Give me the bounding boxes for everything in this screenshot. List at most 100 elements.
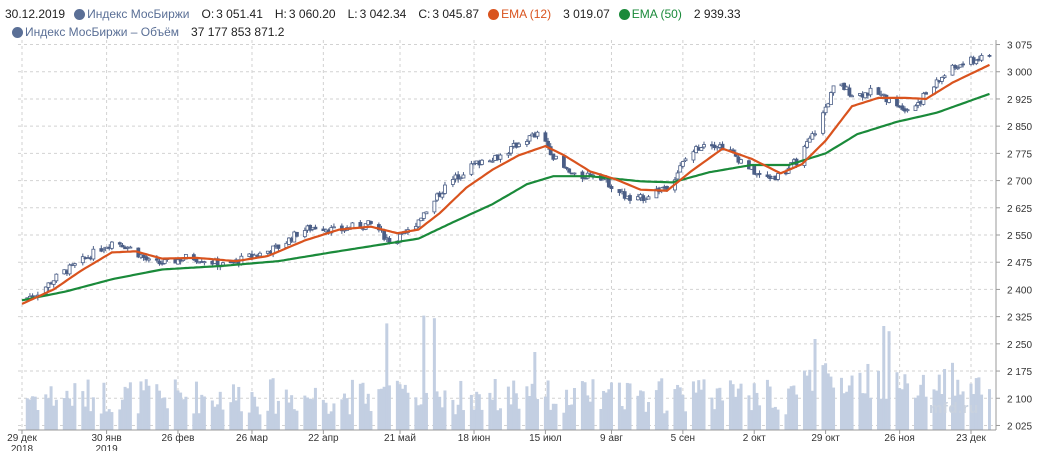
candle-body: [543, 132, 548, 142]
volume-bar: [572, 388, 576, 430]
volume-bar: [802, 370, 806, 430]
volume-bar: [147, 385, 151, 430]
candle-body: [117, 242, 122, 245]
y-axis: 3 075 3 000 2 925 2 850 2 775 2 700 2 625 2 550…: [996, 41, 1032, 432]
legend-ema50-name: EMA (50): [631, 7, 682, 21]
volume-bar: [839, 377, 843, 430]
volume-bar: [900, 389, 904, 430]
volume-bar: [229, 402, 233, 430]
x-tick-label: 26 мар: [236, 433, 268, 444]
volume-bar: [33, 396, 37, 430]
volume-bar: [937, 374, 941, 430]
volume-bar: [120, 399, 124, 430]
volume-bar: [863, 393, 867, 430]
x-tick-label: 15 июл: [529, 433, 562, 444]
volume-bar: [530, 383, 534, 430]
volume-bar: [691, 381, 695, 430]
volume-bar: [940, 394, 944, 430]
volume-bar: [943, 368, 947, 430]
volume-bar: [290, 395, 294, 430]
volume-bar: [491, 399, 495, 430]
volume-bar: [570, 404, 574, 430]
volume-bar: [380, 388, 384, 430]
volume-bar: [602, 390, 606, 430]
volume-bar: [364, 403, 368, 430]
ohlc-legend: 30.12.2019 Индекс МосБиржи O: 3 051.41 H…: [0, 5, 743, 23]
volume-bar: [509, 404, 513, 430]
volume-bar: [456, 404, 460, 430]
volume-bar: [165, 408, 169, 430]
candle-body: [807, 137, 812, 143]
volume-bar: [250, 392, 254, 430]
volume-bar: [591, 379, 595, 430]
x-tick-label: 29 окт: [811, 433, 840, 444]
candle-body: [702, 144, 706, 148]
volume-bar: [459, 380, 463, 430]
candle-body: [509, 146, 513, 154]
volume-bar: [419, 404, 423, 430]
candle-body: [67, 264, 72, 275]
volume-bar: [662, 413, 666, 430]
volume-bar: [887, 331, 891, 430]
volume-bar: [580, 381, 584, 430]
y-tick-label: 2 325: [1007, 313, 1032, 324]
volume-bar: [31, 396, 35, 430]
volume-bar: [935, 390, 939, 430]
candle-body: [847, 87, 852, 96]
candle-body: [313, 226, 318, 230]
volume-bar: [758, 405, 762, 430]
volume-bar: [472, 409, 476, 430]
volume-bar: [533, 352, 537, 430]
volume-bar: [866, 363, 870, 430]
volume-bar: [921, 374, 925, 430]
volume-bar: [599, 408, 603, 430]
y-tick-label: 2 400: [1007, 285, 1032, 296]
ema50-dot-icon: [618, 8, 630, 20]
volume-bar: [562, 412, 566, 430]
candle-body: [258, 252, 262, 257]
volume-bar: [369, 411, 373, 430]
candle-body: [157, 260, 162, 265]
candle-body: [828, 92, 833, 106]
legend-instrument-name: Индекс МосБиржи: [87, 7, 190, 21]
volume-bar: [417, 405, 421, 430]
candle-body: [54, 273, 59, 282]
volume-bar: [525, 386, 529, 430]
volume-bar: [718, 387, 722, 430]
volume-bar: [377, 389, 381, 430]
legend-ema12-name: EMA (12): [501, 7, 552, 21]
volume-bar: [876, 370, 880, 430]
y-tick-label: 2 925: [1007, 95, 1032, 106]
candle-body: [842, 82, 847, 90]
volume-bar: [247, 412, 251, 430]
volume-bar: [385, 323, 389, 430]
candle-body: [850, 95, 854, 98]
volume-bar: [681, 394, 685, 430]
volume-bar: [551, 403, 555, 430]
volume-bar: [784, 414, 788, 430]
volume-bar: [81, 391, 85, 430]
x-tick-label: 29 дек: [7, 433, 37, 444]
volume-bar: [83, 406, 87, 430]
volume-bar: [52, 405, 56, 430]
candle-body: [548, 146, 553, 156]
volume-bar: [181, 399, 185, 430]
volume-bar: [86, 379, 90, 430]
candle-body: [480, 159, 484, 165]
candle-body: [805, 141, 810, 148]
legend-low-value: 3 042.34: [359, 7, 407, 21]
candle-body: [924, 92, 928, 95]
volume-bar: [414, 397, 418, 430]
volume-bar: [237, 386, 241, 430]
volume-bar: [287, 402, 291, 430]
candle-body: [506, 153, 511, 156]
volume-bar: [475, 391, 479, 430]
candle-body: [958, 64, 963, 68]
volume-bar: [274, 413, 278, 430]
volume-bar: [586, 395, 590, 430]
y-tick-label: 2 250: [1007, 340, 1032, 351]
volume-bar: [345, 398, 349, 430]
watermark-logo: mfd.ru: [929, 400, 979, 417]
volume-bar: [514, 393, 518, 430]
